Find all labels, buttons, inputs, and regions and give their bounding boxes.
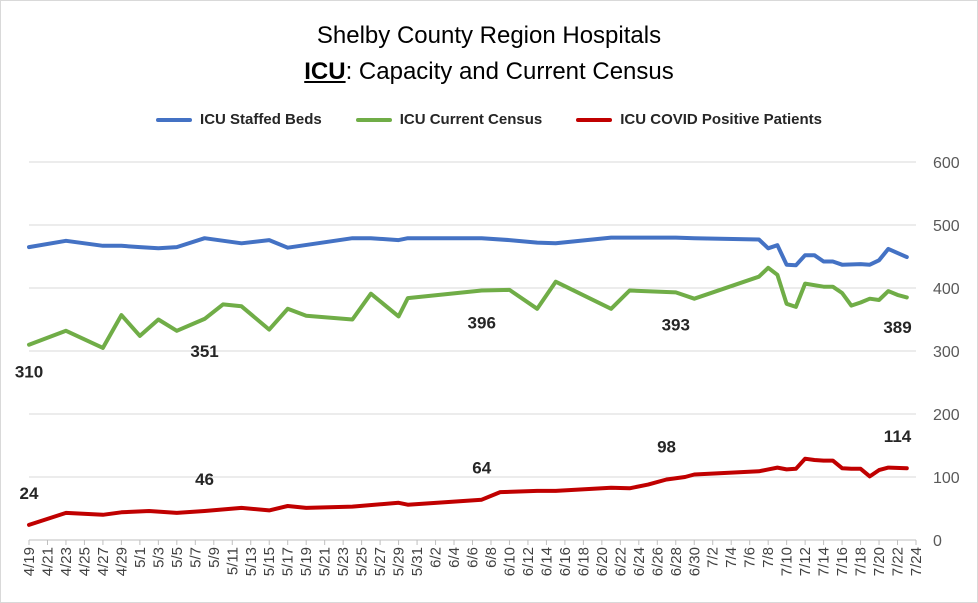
y-tick-label: 0 — [933, 533, 942, 550]
x-tick-label: 4/21 — [39, 547, 56, 576]
x-tick-label: 4/19 — [21, 547, 38, 576]
data-label: 46 — [195, 470, 214, 489]
legend-item-staffed-beds: ICU Staffed Beds — [156, 111, 322, 128]
chart-subtitle-rest: : Capacity and Current Census — [345, 58, 674, 85]
x-tick-label: 6/28 — [668, 547, 685, 576]
data-labels: 310 351 396 393 389 24 46 64 98 114 — [15, 314, 912, 503]
gridlines — [29, 161, 916, 541]
x-tick-label: 4/27 — [95, 547, 112, 576]
x-tick-label: 7/6 — [742, 547, 759, 568]
data-label: 393 — [662, 315, 690, 334]
x-tick-label: 6/26 — [649, 547, 666, 576]
x-tick-label: 4/23 — [58, 547, 75, 576]
x-tick-label: 7/2 — [705, 547, 722, 568]
x-tick-label: 6/4 — [446, 547, 463, 568]
x-tick-label: 5/7 — [187, 547, 204, 568]
x-tick-label: 6/18 — [575, 547, 592, 576]
legend-swatch-current-census — [355, 117, 392, 122]
series-lines — [27, 235, 909, 527]
x-tick-label: 7/16 — [834, 547, 851, 576]
x-tick-label: 7/20 — [871, 547, 888, 576]
data-label: 396 — [468, 314, 496, 333]
y-tick-label: 200 — [933, 407, 960, 424]
x-tick-label: 5/21 — [317, 547, 334, 576]
y-tick-label: 300 — [933, 344, 960, 361]
x-tick-label: 6/2 — [428, 547, 445, 568]
x-tick-label: 6/8 — [483, 547, 500, 568]
x-tick-label: 7/14 — [816, 547, 833, 576]
x-tick-label: 6/6 — [465, 547, 482, 568]
legend-swatch-staffed-beds — [156, 117, 193, 122]
x-tick-label: 5/13 — [243, 547, 260, 576]
x-tick-label: 5/5 — [169, 547, 186, 568]
chart-title: Shelby County Region Hospitals — [316, 22, 662, 49]
data-label: 114 — [884, 427, 912, 446]
x-tick-label: 6/10 — [501, 547, 518, 576]
legend-label-current-census: ICU Current Census — [399, 111, 543, 128]
data-label: 24 — [20, 484, 39, 503]
covid-positive-line — [27, 456, 909, 527]
data-label: 98 — [657, 437, 676, 456]
legend-label-staffed-beds: ICU Staffed Beds — [200, 111, 322, 128]
y-tick-label: 600 — [933, 155, 960, 172]
data-label: 389 — [883, 318, 911, 337]
x-tick-label: 7/10 — [779, 547, 796, 576]
y-tick-label: 500 — [933, 218, 960, 235]
data-label: 310 — [15, 363, 43, 382]
x-tick-label: 6/30 — [686, 547, 703, 576]
x-tick-label: 6/22 — [612, 547, 629, 576]
x-tick-label: 5/27 — [372, 547, 389, 576]
y-tick-label: 400 — [933, 281, 960, 298]
x-tick-label: 5/17 — [280, 547, 297, 576]
data-label: 64 — [472, 459, 491, 478]
x-tick-label: 6/16 — [557, 547, 574, 576]
chart-subtitle-bold: ICU — [304, 58, 346, 85]
x-tick-label: 5/29 — [391, 547, 408, 576]
current-census-line — [27, 265, 909, 350]
legend-item-covid-positive: ICU COVID Positive Patients — [576, 111, 822, 128]
x-tick-label: 4/25 — [76, 547, 93, 576]
x-tick-label: 5/19 — [298, 547, 315, 576]
x-tick-label: 5/23 — [335, 547, 352, 576]
x-tick-label: 7/8 — [760, 547, 777, 568]
x-tick-label: 5/1 — [132, 547, 149, 568]
x-tick-label: 5/15 — [261, 547, 278, 576]
x-tick-label: 4/29 — [113, 547, 130, 576]
legend-label-covid-positive: ICU COVID Positive Patients — [620, 111, 822, 128]
x-tick-label: 7/12 — [797, 547, 814, 576]
x-tick-label: 5/3 — [150, 547, 167, 568]
x-tick-label: 6/20 — [594, 547, 611, 576]
x-tick-label: 7/24 — [908, 547, 925, 576]
x-tick-label: 6/12 — [520, 547, 537, 576]
x-tick-label: 7/18 — [853, 547, 870, 576]
x-tick-label: 5/25 — [354, 547, 371, 576]
x-tick-label: 7/22 — [890, 547, 907, 576]
legend-swatch-covid-positive — [576, 117, 613, 122]
data-label: 351 — [190, 342, 218, 361]
x-tick-label: 5/9 — [206, 547, 223, 568]
legend: ICU Staffed Beds ICU Current Census ICU … — [0, 111, 978, 128]
legend-item-current-census: ICU Current Census — [355, 111, 543, 128]
staffed-beds-line — [27, 235, 909, 268]
x-tick-label: 5/31 — [409, 547, 426, 576]
x-tick-label: 5/11 — [224, 547, 241, 575]
x-tick-label: 6/24 — [631, 547, 648, 576]
x-tick-label: 6/14 — [538, 547, 555, 576]
chart-subtitle: ICU: Capacity and Current Census — [0, 58, 978, 86]
x-tick-label: 7/4 — [723, 547, 740, 568]
y-tick-label: 100 — [933, 470, 960, 487]
